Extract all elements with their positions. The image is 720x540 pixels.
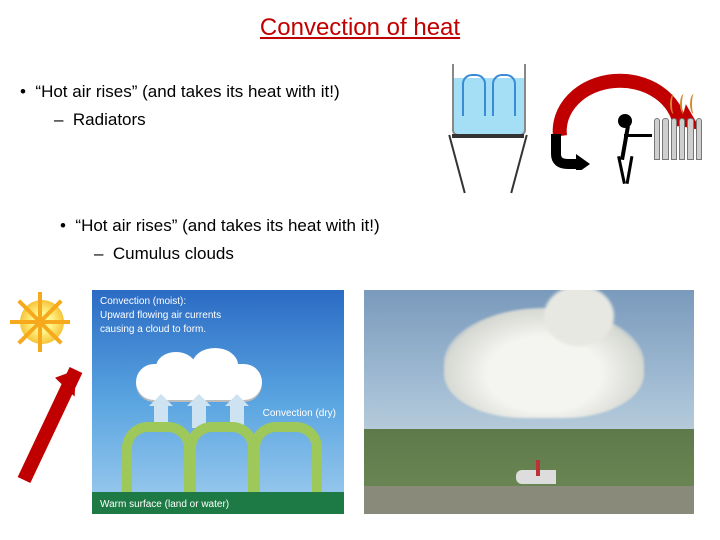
sun-icon <box>10 290 76 356</box>
convection-loops-icon <box>122 422 314 492</box>
convection-diagram: Convection (moist): Upward flowing air c… <box>92 290 344 514</box>
convection-moist-desc-2: causing a cloud to form. <box>100 324 206 336</box>
beaker-illustration <box>430 58 550 208</box>
radiator-icon <box>654 120 702 160</box>
convection-moist-desc-1: Upward flowing air currents <box>100 310 221 322</box>
radiator-illustration <box>600 94 710 204</box>
bullet-cumulus: – Cumulus clouds <box>94 244 234 264</box>
bullet-radiators: – Radiators <box>54 110 146 130</box>
cumulus-cloud-icon <box>444 308 644 418</box>
convection-moist-label: Convection (moist): <box>100 296 186 308</box>
heat-wave-icon <box>670 94 700 116</box>
convection-dry-label: Convection (dry) <box>263 408 336 419</box>
bullet-hot-air-2: • “Hot air rises” (and takes its heat wi… <box>60 216 380 236</box>
airplane-icon <box>516 470 556 484</box>
slide-title: Convection of heat <box>0 0 720 42</box>
bullet-hot-air-1: • “Hot air rises” (and takes its heat wi… <box>20 82 340 102</box>
warm-surface-label: Warm surface (land or water) <box>100 499 229 510</box>
diagonal-arrow-icon <box>16 350 96 490</box>
hook-arrow-icon <box>550 130 590 170</box>
cumulus-photo <box>364 290 694 514</box>
